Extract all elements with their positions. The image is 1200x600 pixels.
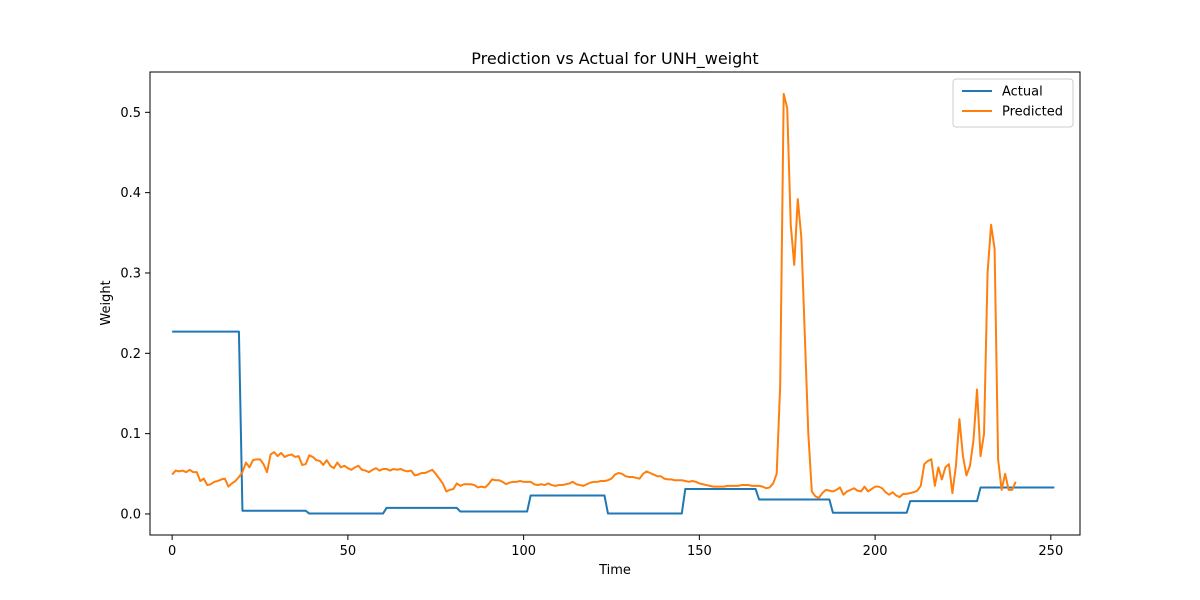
series-line-predicted xyxy=(171,92,1017,499)
x-tick-label: 200 xyxy=(863,544,888,559)
x-tick-label: 150 xyxy=(687,544,712,559)
x-axis: 0 50 100 150 200 250 xyxy=(168,535,1063,559)
y-axis-label: Weight xyxy=(99,280,114,325)
x-tick-label: 250 xyxy=(1038,544,1063,559)
plot-series xyxy=(171,92,1055,515)
legend-label-actual: Actual xyxy=(1002,85,1043,100)
x-tick-label: 100 xyxy=(511,544,536,559)
y-tick-label: 0.5 xyxy=(120,106,141,121)
x-tick-label: 0 xyxy=(168,544,176,559)
y-tick-label: 0.0 xyxy=(120,507,141,522)
y-tick-label: 0.1 xyxy=(120,427,141,442)
x-tick-label: 50 xyxy=(340,544,357,559)
legend: Actual Predicted xyxy=(952,78,1074,128)
y-tick-label: 0.2 xyxy=(120,347,141,362)
chart-title: Prediction vs Actual for UNH_weight xyxy=(471,49,758,69)
y-axis: 0.0 0.1 0.2 0.3 0.4 0.5 xyxy=(120,106,150,522)
plot-frame xyxy=(149,71,1081,536)
y-tick-label: 0.4 xyxy=(120,186,141,201)
series-line-actual xyxy=(172,330,1055,515)
y-tick-label: 0.3 xyxy=(120,266,141,281)
x-axis-label: Time xyxy=(598,563,631,578)
legend-label-predicted: Predicted xyxy=(1002,105,1063,120)
